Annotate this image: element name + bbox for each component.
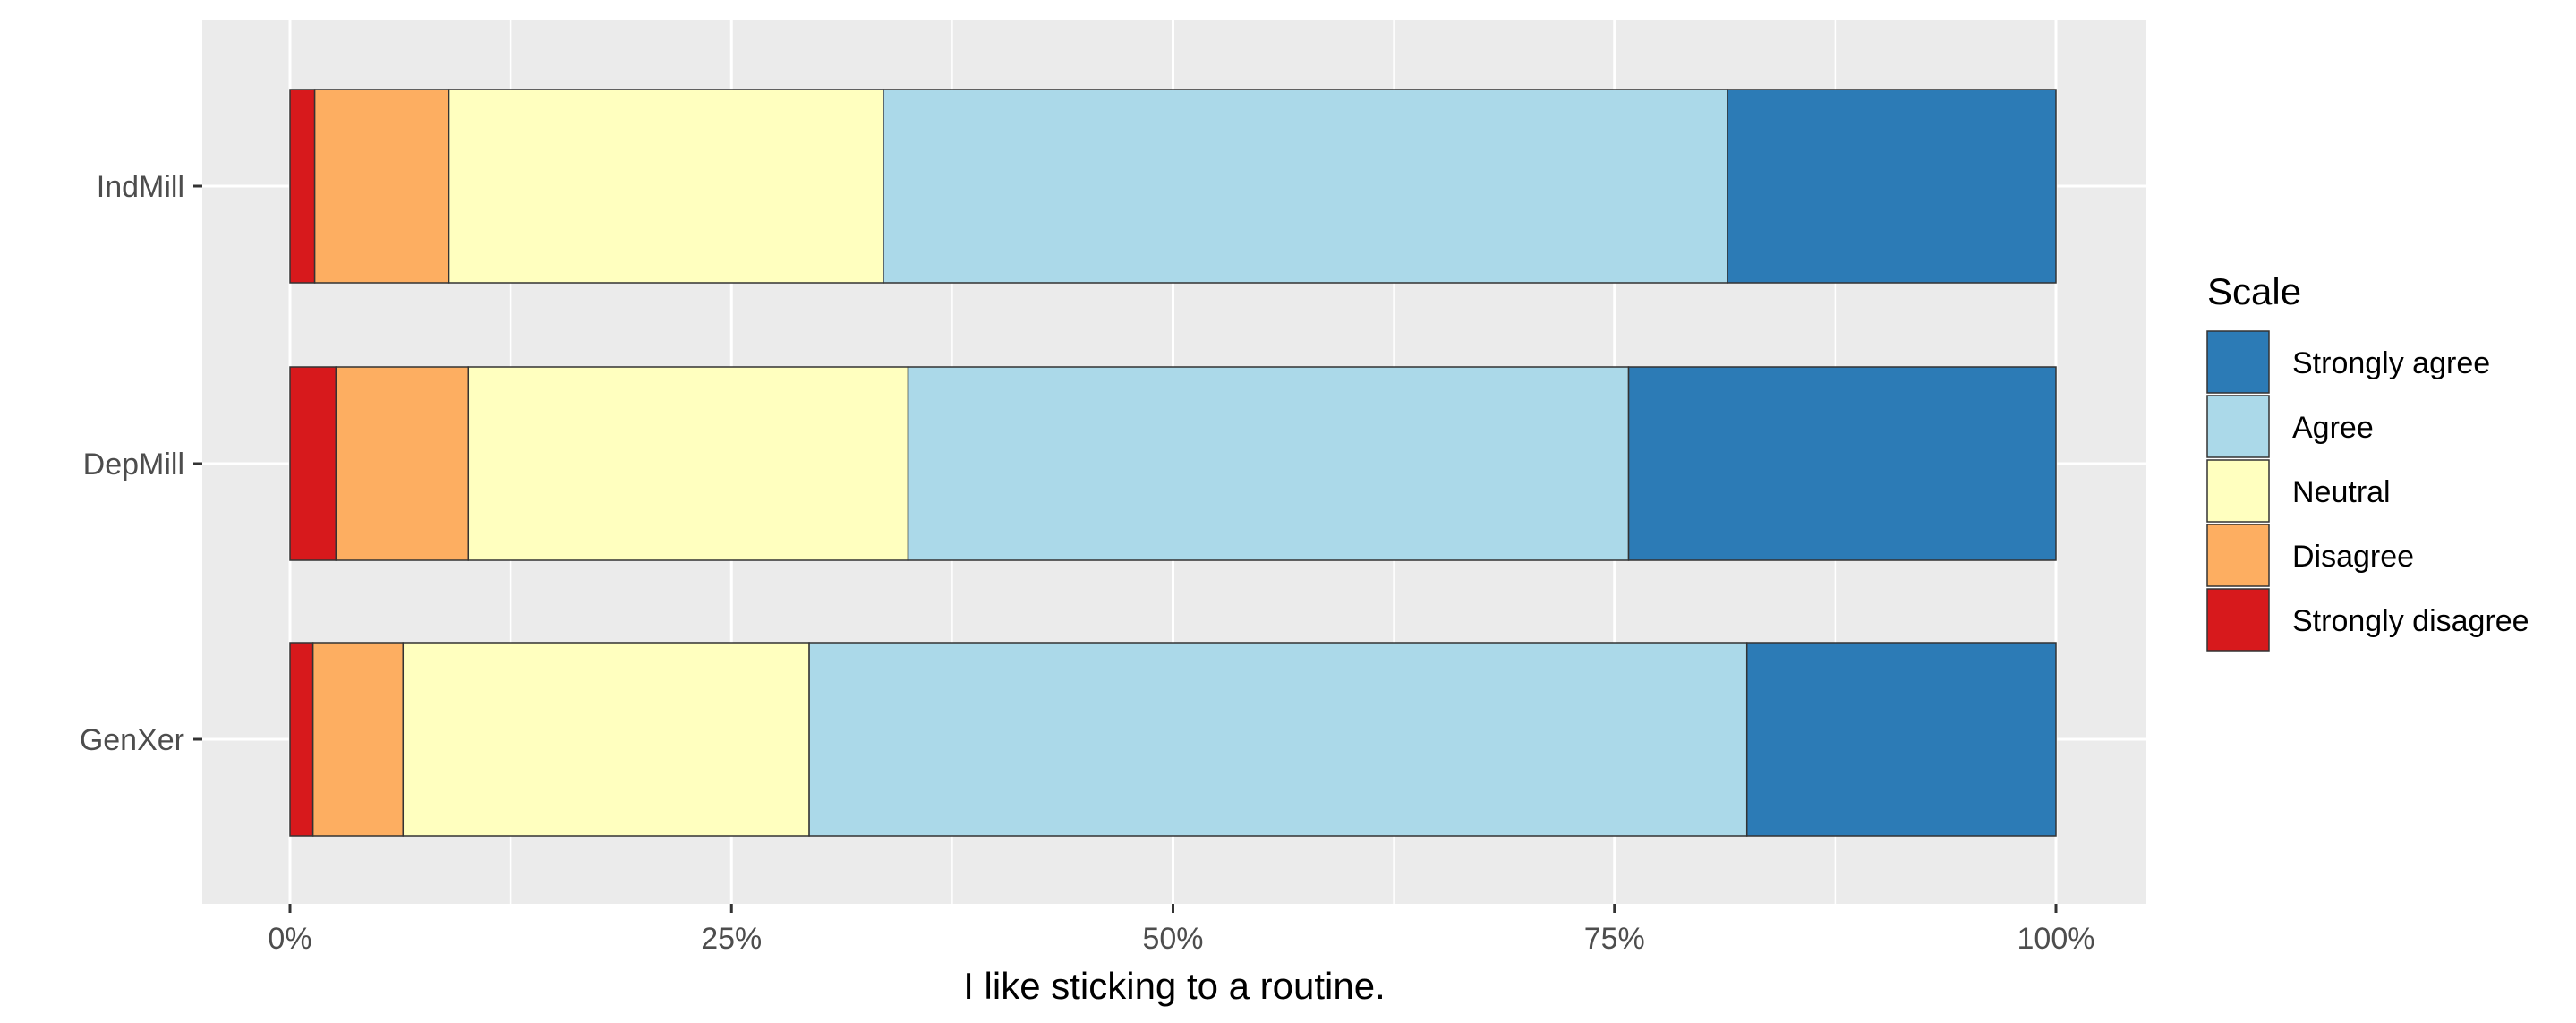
bar-segment (907, 366, 1630, 561)
bar-segment (335, 366, 470, 561)
x-tick-label: 50% (1142, 922, 1203, 956)
bars (289, 89, 2057, 837)
x-axis: 0% 25% 50% 75% 100% (268, 904, 2094, 956)
y-tick-label: DepMill (83, 448, 184, 482)
bar-segment (448, 89, 884, 284)
legend-swatch (2206, 330, 2270, 394)
legend-swatch (2206, 588, 2270, 652)
legend-title: Scale (2207, 270, 2301, 312)
bar-segment (467, 366, 909, 561)
legend: Scale Strongly agree Agree Neutral Disagree… (2206, 270, 2529, 652)
x-tick-label: 100% (2017, 922, 2095, 956)
x-tick-label: 25% (701, 922, 762, 956)
legend-swatch (2206, 459, 2270, 523)
x-tick-label: 0% (268, 922, 311, 956)
bar-segment (808, 642, 1748, 837)
bar-segment (289, 89, 316, 284)
y-tick-label: GenXer (80, 723, 184, 757)
legend-label: Strongly disagree (2292, 604, 2529, 638)
legend-label: Neutral (2292, 475, 2391, 509)
y-axis: IndMill DepMill GenXer (80, 170, 202, 757)
y-tick-label: IndMill (97, 170, 184, 204)
bar-segment (289, 366, 337, 561)
bar-segment (402, 642, 810, 837)
legend-label: Strongly agree (2292, 346, 2490, 380)
x-axis-title: I like sticking to a routine. (963, 965, 1386, 1007)
bar-segment (883, 89, 1728, 284)
legend-swatch (2206, 524, 2270, 587)
bar-segment (1745, 642, 2057, 837)
x-tick-label: 75% (1584, 922, 1645, 956)
legend-label: Disagree (2292, 540, 2414, 574)
legend-swatch (2206, 395, 2270, 458)
bar-segment (1727, 89, 2057, 284)
legend-label: Agree (2292, 411, 2374, 445)
bar-segment (1627, 366, 2057, 561)
bar-segment (311, 642, 405, 837)
bar-segment (313, 89, 450, 284)
bar-segment (289, 642, 314, 837)
